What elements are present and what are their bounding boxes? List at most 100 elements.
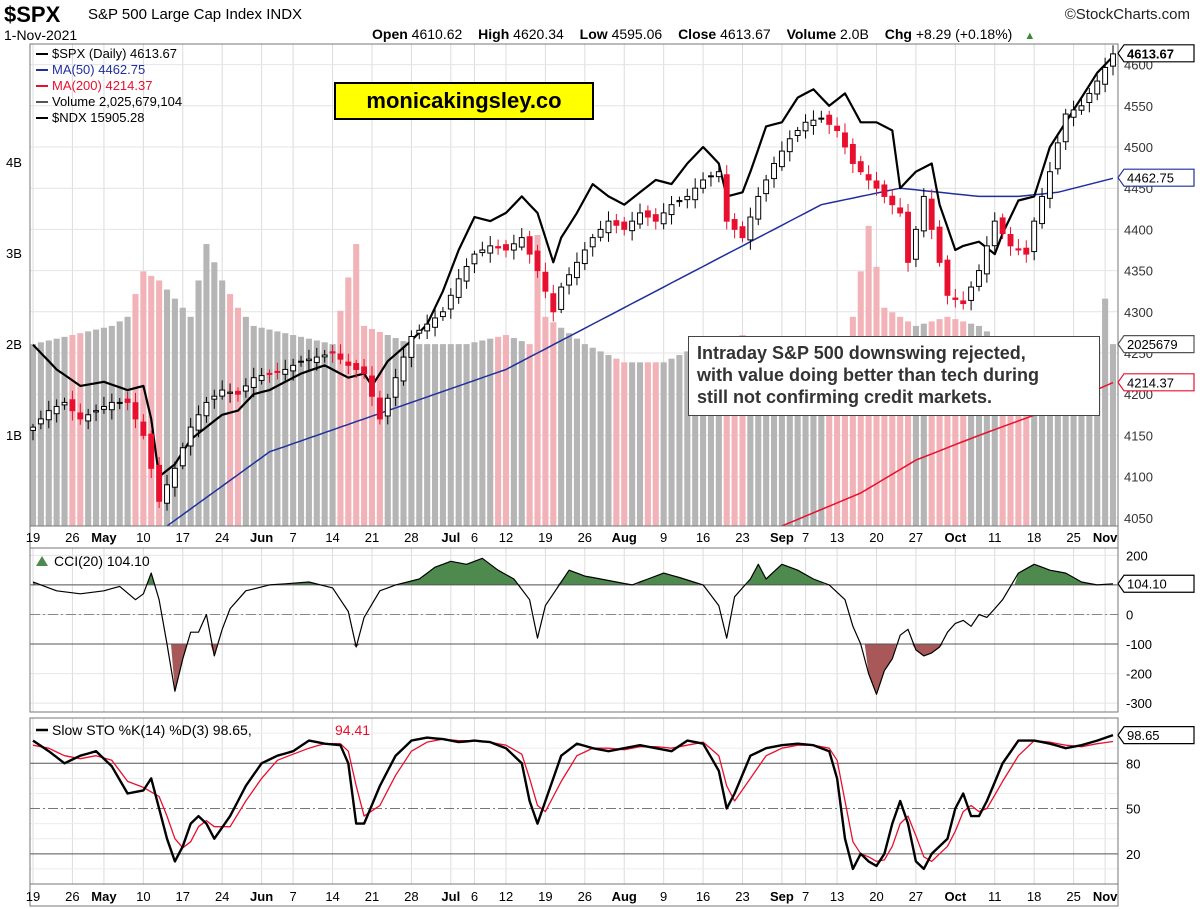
volume-bar	[991, 336, 998, 526]
volume-bar	[45, 340, 52, 526]
candle-body	[85, 414, 92, 422]
candle-body	[369, 375, 375, 397]
candle-body	[361, 366, 368, 375]
low-value: 4595.06	[611, 26, 663, 42]
cci-area-icon	[36, 556, 48, 566]
index-name: S&P 500 Large Cap Index	[88, 6, 263, 23]
volume-bar	[219, 280, 226, 526]
candle-body	[345, 361, 352, 366]
sto-tick-label: 20	[1126, 847, 1140, 862]
volume-bar	[61, 336, 68, 526]
date-tick-label: 19	[26, 889, 40, 904]
chart-symbol: $SPX	[4, 2, 61, 27]
date-tick-label: 26	[578, 889, 592, 904]
volume-bar	[975, 325, 983, 526]
sto-k-tag-frame	[1117, 726, 1195, 745]
volume-bar	[849, 316, 856, 526]
date-tick-label: 6	[471, 889, 478, 904]
volume-bar	[305, 338, 312, 526]
volume-bar	[566, 333, 573, 526]
date-tick-label: May	[91, 530, 117, 545]
candle-body	[968, 286, 975, 301]
date-tick-label: 9	[660, 530, 667, 545]
volume-tag: 2025679	[1127, 337, 1178, 352]
date-tick-label: 7	[802, 889, 809, 904]
volume-bar	[518, 341, 525, 526]
candle-body	[684, 195, 691, 201]
volume-bar	[93, 329, 100, 526]
stockcharts-credit[interactable]: ©StockCharts.com	[1064, 6, 1190, 23]
candle-body	[534, 250, 541, 272]
candle-body	[818, 117, 825, 120]
date-tick-label: 11	[988, 530, 1002, 545]
volume-bar	[794, 367, 801, 526]
sto-k-tag: 98.65	[1127, 728, 1160, 743]
candle-body	[45, 410, 52, 421]
date-tick-label: 17	[176, 889, 190, 904]
candle-body	[408, 335, 415, 358]
candle-body	[337, 353, 344, 360]
chart-date: 1-Nov-2021	[4, 27, 78, 43]
candle-body	[266, 372, 273, 375]
volume-bar	[329, 344, 336, 526]
ndx-line	[32, 55, 1114, 478]
date-tick-label: Nov	[1093, 530, 1118, 545]
date-tick-label: 7	[290, 530, 297, 545]
date-tick-label: 28	[404, 530, 418, 545]
volume-bar	[1078, 347, 1085, 526]
candle-body	[692, 187, 699, 201]
candle-body	[652, 214, 659, 222]
volume-bar	[313, 340, 320, 526]
candle-body	[1023, 247, 1030, 255]
volume-bar	[282, 333, 289, 526]
volume-bar	[1031, 353, 1038, 526]
candle-body	[794, 130, 801, 136]
date-tick-label: 26	[578, 530, 592, 545]
panel-frame	[29, 717, 1119, 885]
price-tick-label: 4300	[1124, 305, 1153, 320]
volume-bar	[676, 355, 683, 526]
candle-body	[439, 311, 446, 318]
candle-body	[140, 421, 147, 436]
candle-body	[849, 143, 856, 164]
volume-bar	[912, 325, 919, 526]
cci-value-tag: 104.10	[1127, 577, 1167, 592]
candle-body	[250, 377, 257, 388]
candle-body	[37, 418, 44, 425]
volume-bar	[77, 333, 84, 526]
date-axis-band	[29, 883, 1119, 907]
cci-oversold-fill	[864, 644, 897, 695]
volume-bar	[952, 319, 959, 526]
price-tick-label: 4500	[1124, 140, 1153, 155]
volume-bar	[778, 360, 785, 526]
volume-bar	[928, 321, 935, 526]
candle-body	[1078, 105, 1085, 111]
price-legend-label: MA(200) 4214.37	[52, 78, 152, 93]
candle-body	[668, 204, 675, 216]
date-tick-label: 19	[538, 889, 552, 904]
volume-bar	[660, 362, 667, 526]
volume-bar	[353, 244, 360, 526]
watermark-box: monicakingsley.co	[334, 82, 594, 120]
candle-body	[676, 200, 683, 203]
candle-body	[589, 237, 596, 248]
candle-body	[179, 447, 186, 467]
candle-body	[69, 399, 76, 412]
volume-tick-label: 4B	[6, 155, 22, 170]
volume-bar	[471, 342, 478, 526]
volume-bar	[179, 307, 186, 526]
volume-bar	[960, 321, 967, 526]
volume-bar	[400, 341, 407, 526]
volume-bar	[1109, 344, 1117, 526]
candle-body	[999, 217, 1006, 235]
candle-body	[321, 354, 328, 358]
volume-bar	[770, 356, 778, 526]
volume-bar	[479, 340, 486, 526]
volume-bar	[589, 347, 596, 526]
ma200-tag-frame	[1117, 373, 1195, 392]
sto-k-line	[32, 733, 1114, 871]
date-tick-label: 23	[735, 889, 749, 904]
chg-value: +8.29 (+0.18%)	[915, 26, 1013, 42]
volume-bar	[163, 289, 171, 526]
